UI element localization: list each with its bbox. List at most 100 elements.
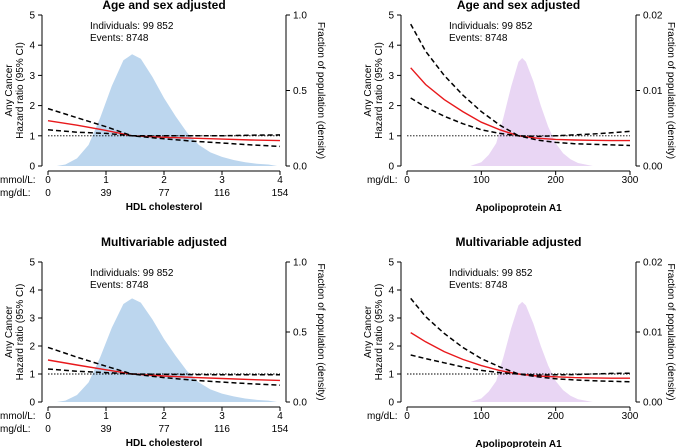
y-tick-label: 1 <box>388 370 394 381</box>
x-tick-label: 300 <box>622 175 639 186</box>
x-tick-label: 77 <box>158 424 170 435</box>
x-tick-label: 39 <box>100 188 112 199</box>
x-axis-title: Apolipoprotein A1 <box>475 203 562 214</box>
y-axis-title: Hazard ratio (95% CI) <box>374 42 385 139</box>
x-tick-label: 300 <box>622 411 639 422</box>
series-line-lower-95-ci <box>47 368 281 386</box>
x-axis-unit-label: mg/dL: <box>367 411 398 422</box>
series-line-upper-95-ci <box>47 346 280 376</box>
y2-tick-label: 0.00 <box>643 162 663 173</box>
y-axis-title: Any Cancer <box>363 64 374 117</box>
y2-axis-title: Fraction of population (density) <box>315 22 326 159</box>
y-tick-label: 3 <box>388 314 394 325</box>
y-tick-label: 4 <box>29 286 35 297</box>
x-tick-label: 2 <box>161 175 167 186</box>
y-axis-title: Hazard ratio (95% CI) <box>374 284 385 381</box>
annotation-text: Individuals: 99 852 <box>449 21 533 32</box>
series-line-lower-95-ci <box>410 97 631 147</box>
x-tick-label: 154 <box>272 424 289 435</box>
chart-panel-1: 0 1 2 3 4 5 0.0 0.5 1.0 Any Cancer Hazard ratio (9… <box>0 0 326 213</box>
x-tick-label: 1 <box>103 175 109 186</box>
density-area <box>470 301 593 402</box>
y2-axis-title: Fraction of population (density) <box>315 263 326 400</box>
chart-title: Age and sex adjusted <box>457 0 580 12</box>
x-axis-unit-label: mmol/L: <box>0 175 36 186</box>
y-tick-label: 5 <box>388 258 394 269</box>
y-tick-label: 3 <box>29 71 35 82</box>
x-tick-label: 3 <box>219 175 225 186</box>
y-tick-label: 5 <box>29 258 35 269</box>
series-line-upper-95-ci <box>410 23 631 138</box>
y-tick-label: 4 <box>388 286 394 297</box>
series-line-estimate <box>410 332 630 379</box>
series-line-upper-95-ci <box>47 107 281 137</box>
x-tick-label: 100 <box>473 175 490 186</box>
y-tick-label: 5 <box>29 11 35 22</box>
y-axis-title: Any Cancer <box>4 305 15 358</box>
y2-axis-title: Fraction of population (density) <box>665 263 676 400</box>
x-tick-label: 116 <box>214 188 230 199</box>
x-tick-label: 4 <box>277 411 283 422</box>
chart-panel-4: 0 1 2 3 4 5 0.00 0.01 0.02 Any Cancer Hazard ratio… <box>363 235 676 448</box>
x-tick-label: 0 <box>45 175 51 186</box>
x-tick-label: 2 <box>161 411 167 422</box>
y-tick-label: 0 <box>29 162 35 173</box>
chart-title: Multivariable adjusted <box>101 235 227 249</box>
x-tick-label: 200 <box>547 175 564 186</box>
y-tick-label: 4 <box>29 41 35 52</box>
x-axis-unit-label: mmol/L: <box>0 411 36 422</box>
y-tick-label: 3 <box>388 71 394 82</box>
y-tick-label: 2 <box>388 342 394 353</box>
density-area <box>56 54 278 166</box>
y2-axis-title: Fraction of population (density) <box>665 22 676 159</box>
x-tick-label: 39 <box>100 424 112 435</box>
x-tick-label: 200 <box>547 411 564 422</box>
y2-tick-label: 0.5 <box>293 328 307 339</box>
y-tick-label: 1 <box>29 131 35 142</box>
y-tick-label: 2 <box>388 101 394 112</box>
y2-tick-label: 0.02 <box>643 258 663 269</box>
series-line-estimate <box>47 359 281 382</box>
y2-tick-label: 0.00 <box>643 398 663 409</box>
y-tick-label: 2 <box>29 342 35 353</box>
x-tick-label: 77 <box>158 188 170 199</box>
chart-panel-2: 0 1 2 3 4 5 0.00 0.01 0.02 Any Cancer Hazard ratio… <box>363 0 676 214</box>
y2-tick-label: 0.0 <box>293 398 307 409</box>
chart-panel-3: 0 1 2 3 4 5 0.0 0.5 1.0 Any Cancer Hazard ratio (9… <box>0 235 326 448</box>
y-tick-label: 3 <box>29 314 35 325</box>
y2-tick-label: 0.5 <box>293 86 307 97</box>
annotation-text: Events: 8748 <box>449 280 508 291</box>
x-axis-title: HDL cholesterol <box>126 438 203 448</box>
annotation-text: Individuals: 99 852 <box>90 21 174 32</box>
x-tick-label: 4 <box>277 175 283 186</box>
y2-tick-label: 0.02 <box>643 11 663 22</box>
x-tick-label: 0 <box>45 424 51 435</box>
annotation-text: Events: 8748 <box>90 33 149 44</box>
x-tick-label: 0 <box>45 188 51 199</box>
y-tick-label: 2 <box>29 101 35 112</box>
x-axis-unit-label: mg/dL: <box>367 175 398 186</box>
y-tick-label: 1 <box>29 370 35 381</box>
x-tick-label: 116 <box>214 424 230 435</box>
y2-tick-label: 1.0 <box>293 11 307 22</box>
x-tick-label: 1 <box>103 411 109 422</box>
x-axis-unit-label: mg/dL: <box>0 188 31 199</box>
density-area <box>56 298 278 402</box>
series-line-lower-95-ci <box>47 129 281 148</box>
x-axis-title: HDL cholesterol <box>126 202 203 213</box>
annotation-text: Events: 8748 <box>449 33 508 44</box>
annotation-text: Individuals: 99 852 <box>90 268 174 279</box>
x-tick-label: 154 <box>272 188 289 199</box>
annotation-text: Events: 8748 <box>90 280 149 291</box>
y-tick-label: 0 <box>29 398 35 409</box>
chart-title: Multivariable adjusted <box>455 235 581 249</box>
y-axis-title: Any Cancer <box>363 305 374 358</box>
y-axis-title: Hazard ratio (95% CI) <box>15 284 26 381</box>
y2-tick-label: 0.01 <box>643 86 663 97</box>
x-tick-label: 100 <box>473 411 490 422</box>
series-line-upper-95-ci <box>410 297 631 376</box>
y-tick-label: 1 <box>388 131 394 142</box>
y2-tick-label: 0.01 <box>643 328 663 339</box>
annotation-text: Individuals: 99 852 <box>449 268 533 279</box>
x-tick-label: 0 <box>404 411 410 422</box>
